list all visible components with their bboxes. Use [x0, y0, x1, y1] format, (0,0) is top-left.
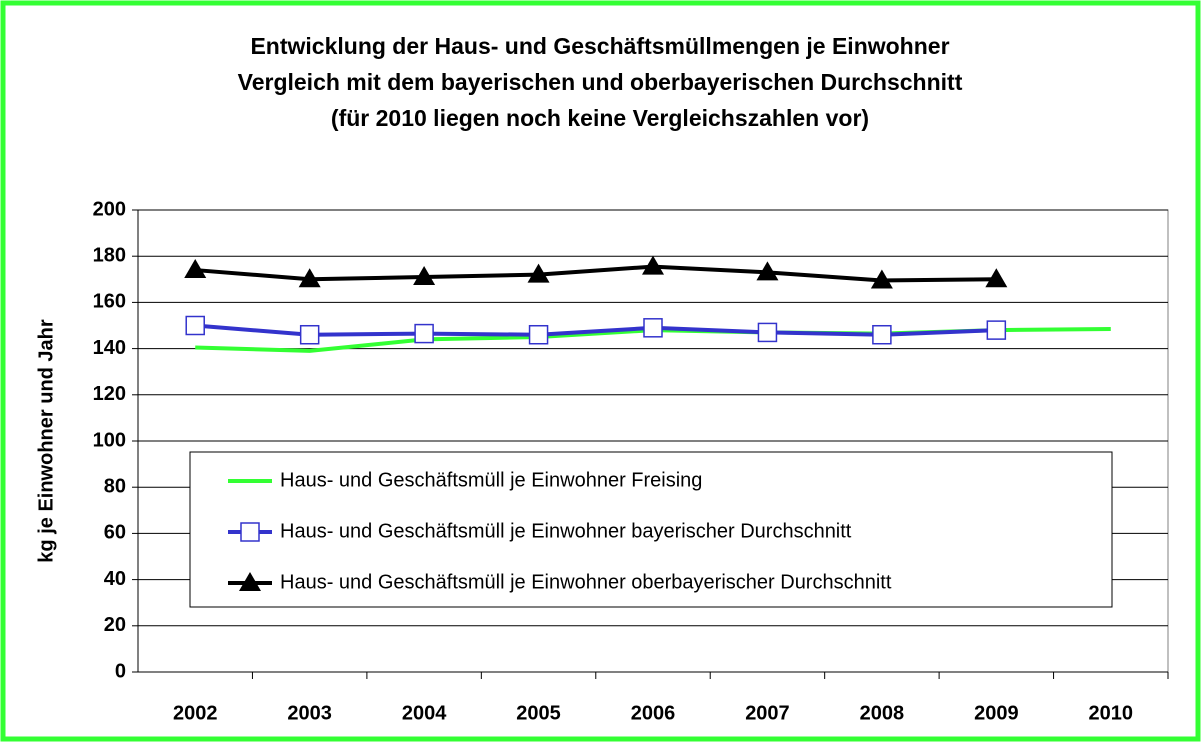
- legend-label: Haus- und Geschäftsmüll je Einwohner Fre…: [280, 469, 702, 491]
- series-line: [195, 323, 997, 337]
- x-tick-label: 2009: [974, 702, 1019, 724]
- data-point: [757, 322, 778, 343]
- data-point: [414, 323, 434, 344]
- y-tick-label: 60: [104, 522, 126, 544]
- y-tick-label: 140: [93, 337, 126, 359]
- legend-label: Haus- und Geschäftsmüll je Einwohner bay…: [280, 520, 852, 542]
- y-tick-label: 40: [104, 568, 126, 590]
- data-point: [298, 268, 321, 288]
- data-point: [642, 255, 664, 275]
- y-tick-label: 0: [115, 660, 126, 682]
- x-tick-label: 2005: [516, 702, 561, 724]
- y-axis-label: kg je Einwohner und Jahr: [35, 319, 57, 563]
- x-tick-label: 2007: [745, 702, 790, 724]
- x-tick-label: 2004: [402, 702, 447, 724]
- data-point: [985, 268, 1008, 288]
- data-point: [872, 324, 892, 345]
- data-point: [986, 320, 1007, 340]
- series-line: [195, 264, 997, 283]
- data-point: [185, 315, 205, 336]
- y-tick-label: 100: [93, 429, 126, 451]
- chart-title: Vergleich mit dem bayerischen und oberba…: [238, 69, 963, 95]
- y-tick-label: 160: [93, 291, 126, 313]
- y-tick-label: 20: [104, 614, 126, 636]
- legend-marker: [240, 522, 260, 542]
- legend-marker: [239, 572, 261, 591]
- chart-title: Entwicklung der Haus- und Geschäftsmüllm…: [250, 33, 949, 59]
- data-point: [643, 318, 663, 338]
- y-tick-label: 120: [93, 383, 126, 405]
- data-point: [756, 261, 779, 281]
- x-tick-label: 2006: [631, 702, 676, 724]
- data-point: [870, 269, 893, 289]
- y-tick-label: 80: [104, 475, 126, 497]
- x-tick-label: 2002: [173, 702, 218, 724]
- legend: [189, 451, 1113, 608]
- x-tick-label: 2010: [1089, 702, 1134, 724]
- data-point: [527, 263, 550, 283]
- data-point: [299, 324, 320, 345]
- legend-label: Haus- und Geschäftsmüll je Einwohner obe…: [280, 571, 892, 593]
- chart-title: (für 2010 liegen noch keine Vergleichsza…: [331, 105, 869, 131]
- y-tick-label: 180: [93, 244, 126, 266]
- data-point: [184, 259, 207, 279]
- x-tick-label: 2003: [287, 702, 332, 724]
- data-point: [528, 324, 549, 345]
- y-tick-label: 200: [93, 198, 126, 220]
- x-tick-label: 2008: [860, 702, 905, 724]
- data-point: [413, 265, 436, 285]
